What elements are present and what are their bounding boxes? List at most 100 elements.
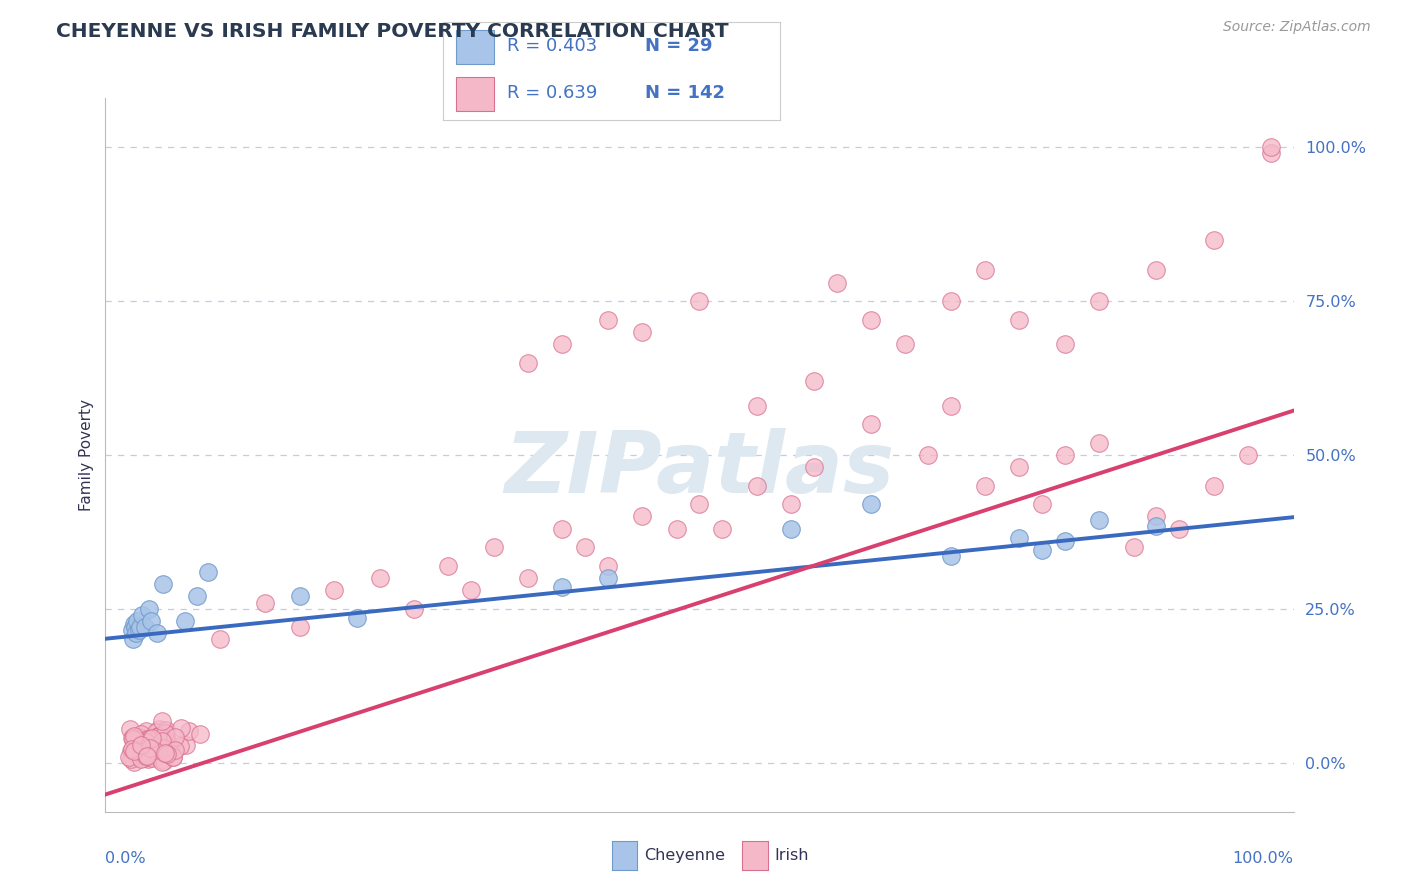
Point — [163, 744, 186, 758]
Point — [825, 276, 848, 290]
Point — [131, 727, 153, 741]
Point — [150, 755, 173, 769]
Point — [688, 294, 710, 309]
Point — [155, 723, 177, 737]
Point — [118, 722, 141, 736]
Point — [121, 731, 143, 745]
Text: ZIPatlas: ZIPatlas — [505, 427, 894, 511]
Point — [127, 749, 149, 764]
Point — [162, 750, 184, 764]
Point — [156, 747, 179, 761]
Point — [129, 731, 152, 745]
Text: Source: ZipAtlas.com: Source: ZipAtlas.com — [1223, 20, 1371, 34]
Point — [138, 742, 160, 756]
Point — [128, 624, 150, 638]
Point — [121, 624, 143, 638]
Point — [135, 749, 157, 764]
Point — [402, 601, 425, 615]
Point — [146, 729, 169, 743]
Point — [131, 751, 153, 765]
Point — [1088, 435, 1111, 450]
Point — [148, 729, 170, 743]
Point — [141, 748, 163, 763]
Point — [974, 263, 997, 277]
Point — [155, 739, 177, 753]
Point — [190, 727, 212, 741]
Point — [139, 740, 162, 755]
Point — [138, 731, 160, 746]
Text: CHEYENNE VS IRISH FAMILY POVERTY CORRELATION CHART: CHEYENNE VS IRISH FAMILY POVERTY CORRELA… — [56, 22, 728, 41]
Text: 100.0%: 100.0% — [1233, 851, 1294, 866]
Text: 0.0%: 0.0% — [105, 851, 146, 866]
Point — [152, 741, 174, 756]
Point — [153, 745, 176, 759]
Point — [148, 723, 170, 737]
Point — [596, 312, 619, 326]
Point — [631, 325, 654, 339]
Point — [135, 734, 157, 748]
Point — [124, 732, 146, 747]
Point — [803, 374, 825, 388]
Point — [1202, 478, 1225, 492]
Point — [129, 752, 152, 766]
Point — [162, 750, 184, 764]
Point — [1088, 294, 1111, 309]
Point — [131, 735, 153, 749]
Point — [132, 751, 155, 765]
Bar — [457, 30, 494, 63]
Point — [138, 736, 160, 750]
Point — [288, 620, 311, 634]
Point — [1088, 512, 1111, 526]
Point — [148, 729, 170, 743]
Point — [131, 748, 153, 763]
Point — [120, 743, 142, 757]
Point — [153, 726, 176, 740]
Point — [163, 730, 186, 744]
Point — [174, 614, 197, 628]
Point — [165, 743, 187, 757]
Point — [124, 755, 146, 769]
Point — [939, 549, 962, 564]
Point — [157, 742, 180, 756]
Point — [136, 739, 159, 753]
Point — [141, 751, 163, 765]
Point — [129, 746, 152, 760]
Point — [118, 750, 141, 764]
Point — [574, 540, 596, 554]
Point — [131, 607, 153, 622]
Point — [124, 620, 146, 634]
Text: N = 142: N = 142 — [645, 85, 725, 103]
Point — [859, 417, 882, 432]
Point — [288, 590, 311, 604]
Point — [128, 620, 150, 634]
Point — [139, 730, 162, 744]
Point — [1237, 448, 1260, 462]
Point — [1053, 337, 1076, 351]
Point — [1008, 312, 1031, 326]
Point — [141, 614, 163, 628]
Point — [138, 737, 160, 751]
Point — [146, 626, 169, 640]
Text: R = 0.639: R = 0.639 — [508, 85, 598, 103]
Point — [134, 736, 156, 750]
Point — [136, 740, 159, 755]
Point — [122, 744, 145, 758]
Point — [482, 540, 505, 554]
Point — [1053, 534, 1076, 549]
Point — [631, 509, 654, 524]
Point — [688, 497, 710, 511]
Point — [122, 617, 145, 632]
Point — [551, 580, 574, 594]
Point — [1144, 518, 1167, 533]
Point — [155, 746, 177, 760]
Point — [974, 478, 997, 492]
Point — [551, 522, 574, 536]
Point — [150, 714, 173, 728]
Y-axis label: Family Poverty: Family Poverty — [79, 399, 94, 511]
Point — [1144, 263, 1167, 277]
Point — [135, 723, 157, 738]
Point — [127, 614, 149, 628]
Point — [368, 571, 391, 585]
Point — [437, 558, 460, 573]
Point — [125, 626, 148, 640]
